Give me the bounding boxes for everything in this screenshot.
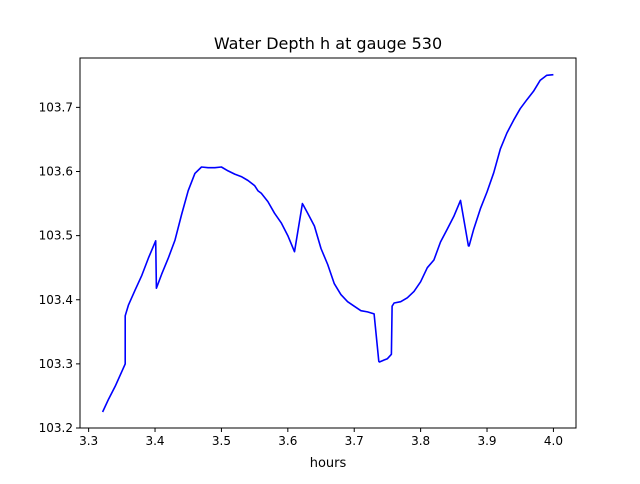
series-line bbox=[101, 73, 554, 413]
chart-title: Water Depth h at gauge 530 bbox=[214, 34, 442, 53]
x-axis: 3.3 3.4 3.5 3.6 3.7 3.8 3.9 4.0 bbox=[79, 428, 563, 448]
y-tick-label: 103.3 bbox=[39, 357, 73, 371]
x-tick-label: 3.4 bbox=[145, 434, 164, 448]
y-tick-label: 103.4 bbox=[39, 293, 73, 307]
y-axis: 103.2 103.3 103.4 103.5 103.6 103.7 bbox=[39, 100, 80, 435]
y-tick-label: 103.5 bbox=[39, 229, 73, 243]
x-tick-label: 3.5 bbox=[212, 434, 231, 448]
x-tick-label: 4.0 bbox=[544, 434, 563, 448]
y-tick-label: 103.6 bbox=[39, 165, 73, 179]
x-tick-label: 3.9 bbox=[477, 434, 496, 448]
axes-frame bbox=[79, 57, 577, 429]
x-tick-label: 3.8 bbox=[411, 434, 430, 448]
plot-area bbox=[101, 73, 554, 413]
x-tick-label: 3.6 bbox=[278, 434, 297, 448]
x-tick-label: 3.7 bbox=[345, 434, 364, 448]
x-axis-label: hours bbox=[310, 456, 347, 471]
y-tick-label: 103.7 bbox=[39, 100, 73, 114]
y-tick-label: 103.2 bbox=[39, 421, 73, 435]
x-tick-label: 3.3 bbox=[79, 434, 98, 448]
